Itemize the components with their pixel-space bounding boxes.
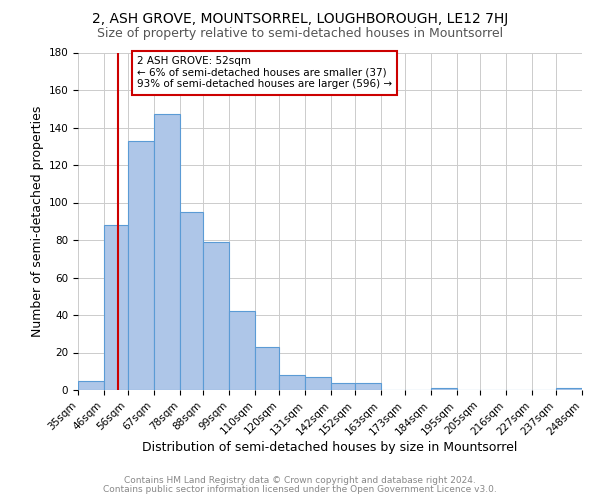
Text: 2, ASH GROVE, MOUNTSORREL, LOUGHBOROUGH, LE12 7HJ: 2, ASH GROVE, MOUNTSORREL, LOUGHBOROUGH,… [92,12,508,26]
Text: Contains public sector information licensed under the Open Government Licence v3: Contains public sector information licen… [103,485,497,494]
Bar [180,212,203,390]
Y-axis label: Number of semi-detached properties: Number of semi-detached properties [31,106,44,337]
Text: 2 ASH GROVE: 52sqm
← 6% of semi-detached houses are smaller (37)
93% of semi-det: 2 ASH GROVE: 52sqm ← 6% of semi-detached… [137,56,392,90]
Bar [229,311,256,390]
Bar [154,114,180,390]
Bar [331,382,355,390]
Bar [256,347,279,390]
Bar [556,388,582,390]
Bar [203,242,229,390]
Bar [104,225,128,390]
Text: Size of property relative to semi-detached houses in Mountsorrel: Size of property relative to semi-detach… [97,28,503,40]
Bar [305,377,331,390]
Bar [355,382,381,390]
Text: Contains HM Land Registry data © Crown copyright and database right 2024.: Contains HM Land Registry data © Crown c… [124,476,476,485]
Bar [78,380,104,390]
X-axis label: Distribution of semi-detached houses by size in Mountsorrel: Distribution of semi-detached houses by … [142,440,518,454]
Bar [128,140,154,390]
Bar [431,388,457,390]
Bar [279,375,305,390]
